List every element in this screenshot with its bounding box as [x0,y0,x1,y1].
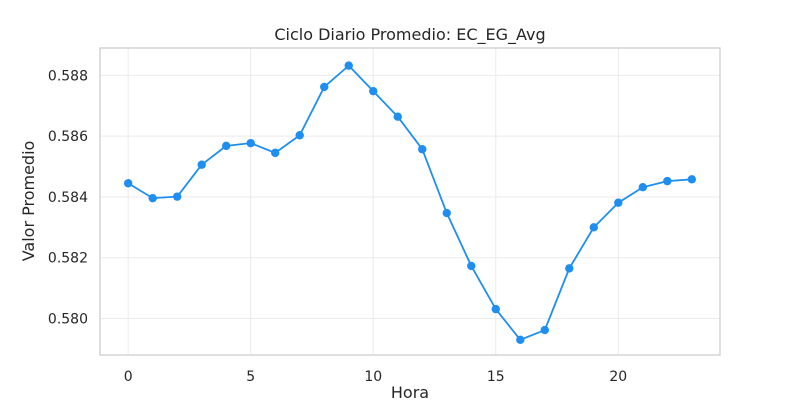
data-point [540,325,549,335]
data-point [687,175,697,184]
data-point [172,192,182,201]
data-point [491,304,500,314]
data-point [197,160,206,169]
x-axis-label: Hora [391,383,429,400]
y-tick-label: 0.588 [48,68,88,84]
data-point [565,264,574,273]
data-point [663,176,672,186]
x-tick-label: 15 [487,369,505,385]
data-point [222,141,231,151]
data-point [246,138,255,148]
series-line [127,64,692,341]
x-tick-label: 5 [246,369,255,385]
y-tick-label: 0.580 [48,312,88,328]
data-point [516,335,525,344]
x-tick-label: 0 [124,369,133,385]
data-point [418,145,427,154]
y-tick-label: 0.584 [48,190,88,206]
data-point [638,183,648,192]
data-point [467,261,476,271]
data-point [369,86,378,96]
x-tick-label: 20 [609,369,627,385]
data-point [295,131,304,140]
data-point [442,208,451,218]
data-point [589,223,598,232]
y-tick-label: 0.586 [48,129,88,145]
chart-title: Ciclo Diario Promedio: EC_EG_Avg [274,25,545,45]
tick-labels: 0 5 10 15 20 0.580 0.582 0.584 0.586 0.588 [48,68,627,385]
x-tick-label: 10 [364,369,382,385]
data-point [320,82,329,92]
data-point [393,112,402,121]
data-point [344,61,353,70]
y-axis-label: Valor Promedio [19,141,38,262]
data-point [271,148,280,158]
data-point [148,193,157,203]
series-group [123,61,697,344]
data-point [123,179,133,188]
plot-area-frame [99,47,721,356]
data-point [614,198,623,207]
y-tick-label: 0.582 [48,251,88,267]
